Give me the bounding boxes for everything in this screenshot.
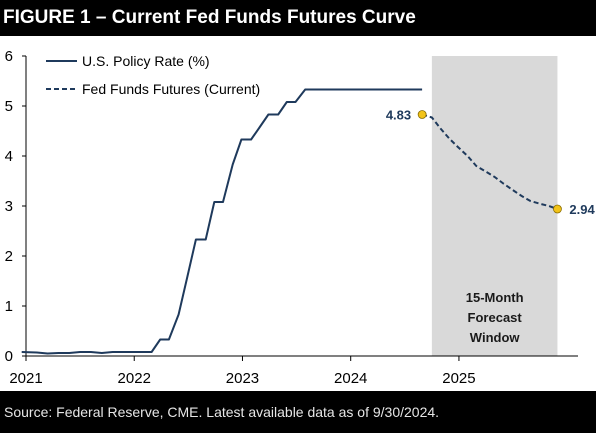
source-note: Source: Federal Reserve, CME. Latest ava… [0, 391, 596, 433]
y-tick-label: 2 [5, 248, 13, 265]
forecast-window-label: Forecast [468, 310, 523, 325]
x-tick-label: 2021 [9, 370, 42, 387]
policy-rate-line [21, 88, 423, 355]
forecast-window-label: Window [470, 330, 521, 345]
x-tick-label: 2022 [118, 370, 151, 387]
fed-funds-chart: 15-Month Forecast Window 0 1 2 3 4 5 6 2021 2022 202… [5, 48, 596, 387]
data-label: 4.83 [386, 108, 411, 123]
legend-entry: U.S. Policy Rate (%) [82, 53, 210, 69]
x-tick-label: 2024 [334, 370, 367, 387]
plot-area: 15-Month Forecast Window 0 1 2 3 4 5 6 2021 2022 202… [0, 36, 596, 391]
x-tick-label: 2023 [226, 370, 259, 387]
y-tick-label: 5 [5, 98, 13, 115]
legend-entry: Fed Funds Futures (Current) [82, 81, 260, 97]
futures-curve-line [421, 113, 558, 210]
forecast-window-shade [431, 56, 558, 356]
y-tick-label: 6 [5, 48, 13, 65]
y-tick-label: 3 [5, 198, 13, 215]
x-tick-label: 2025 [442, 370, 475, 387]
y-tick-label: 0 [5, 348, 13, 365]
y-tick-label: 1 [5, 298, 13, 315]
value-marker [417, 110, 427, 119]
forecast-window-label: 15-Month [466, 290, 524, 305]
data-label: 2.94 [569, 202, 595, 217]
value-marker [553, 204, 562, 214]
chart-title: FIGURE 1 – Current Fed Funds Futures Cur… [0, 0, 596, 36]
y-tick-label: 4 [5, 148, 13, 165]
